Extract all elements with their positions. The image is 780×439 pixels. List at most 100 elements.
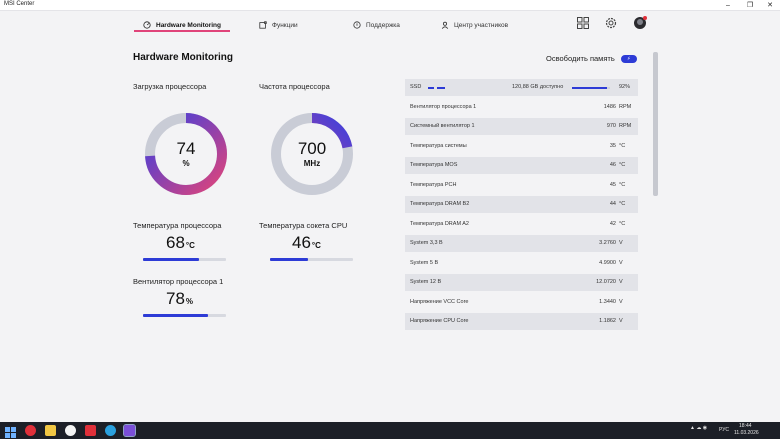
sensor-unit: °C [619, 142, 626, 149]
sensor-unit: V [619, 279, 623, 285]
socket-temp-bar-fill [270, 258, 309, 261]
sensor-value: 35 [609, 142, 616, 149]
table-row: System 12 В 12.0720 V [405, 274, 638, 291]
sensor-value: 42 [609, 220, 616, 227]
gauge-arc [145, 113, 227, 195]
cpu-fan-value: 78 [166, 289, 185, 308]
tab-hardware-monitoring[interactable]: Hardware Monitoring [143, 15, 221, 35]
gauge-icon [143, 21, 151, 29]
ssd-percent: 92% [619, 84, 631, 90]
socket-temp-readout: 46 °C [292, 233, 321, 253]
tab-member-center[interactable]: Центр участников [441, 15, 508, 35]
page-title: Hardware Monitoring [133, 52, 234, 63]
table-row: Температура PCH 45 °C [405, 177, 638, 194]
lightning-icon: ⚡ [620, 54, 637, 63]
cpu-load-value: 74 [176, 139, 196, 158]
sensor-unit: °C [619, 181, 626, 188]
free-memory-label: Освободить память [546, 54, 615, 63]
settings-icon[interactable] [604, 16, 618, 30]
gauge-arc [271, 113, 353, 195]
taskbar: ▲ ☁ ◉ РУС 18:44 11.03.2026 [0, 422, 780, 439]
ssd-usage-fill [572, 87, 607, 89]
tray-icons[interactable]: ▲ ☁ ◉ [690, 425, 708, 431]
sensor-name: Системный вентилятор 1 [410, 123, 475, 129]
sensor-name: Температура MOS [410, 162, 458, 168]
cpu-fan-readout: 78 % [166, 289, 193, 309]
cpu-temp-label: Температура процессора [133, 221, 222, 230]
yandex-icon[interactable] [85, 425, 96, 436]
sensor-unit: °C [619, 201, 626, 207]
cpu-temp-unit: °C [185, 241, 195, 250]
language-indicator[interactable]: РУС [719, 427, 730, 433]
cpu-temp-readout: 68 °C [166, 233, 195, 253]
telegram-icon[interactable] [105, 425, 116, 436]
title-bar: MSI Center – ❐ ✕ [0, 0, 780, 11]
user-icon [441, 21, 449, 29]
free-memory-button[interactable]: Освободить память ⚡ [546, 54, 637, 63]
table-row: System 3,3 В 3.2760 V [405, 235, 638, 252]
tab-support[interactable]: Поддержка [353, 15, 400, 35]
sensor-name: Напряжение CPU Core [410, 318, 469, 324]
sensor-name: System 12 В [410, 279, 442, 285]
sensor-unit: V [619, 298, 623, 305]
cpu-freq-readout: 700 MHz [269, 111, 355, 197]
ssd-indicator [437, 87, 445, 89]
socket-temp-unit: °C [311, 241, 321, 250]
table-row: Температура DRAM A2 42 °C [405, 216, 638, 233]
ssd-usage-bar [572, 87, 610, 89]
socket-temp-label: Температура сокета CPU [259, 221, 348, 230]
cpu-freq-value: 700 [297, 139, 327, 158]
cpu-freq-unit: MHz [303, 159, 321, 168]
cpu-load-label: Загрузка процессора [133, 82, 207, 91]
file-explorer-icon[interactable] [45, 425, 56, 436]
sensor-unit: °C [619, 162, 626, 168]
opera-icon[interactable] [25, 425, 36, 436]
avatar[interactable] [633, 16, 647, 30]
ssd-label: SSD [410, 84, 422, 90]
windows-start-icon[interactable] [5, 425, 16, 438]
cpu-temp-value: 68 [166, 233, 185, 252]
cpu-freq-gauge [271, 113, 353, 195]
sensor-value: 1486 [603, 103, 616, 110]
clock-time[interactable]: 18:44 [739, 423, 752, 429]
sensor-name: Температура DRAM A2 [410, 220, 469, 227]
minimize-button[interactable]: – [726, 2, 730, 9]
close-button[interactable]: ✕ [767, 2, 773, 9]
table-row: Температура DRAM B2 44 °C [405, 196, 638, 213]
cpu-load-unit: % [182, 159, 190, 168]
top-nav: Hardware Monitoring Функции Поддержка Це… [0, 11, 780, 35]
tab-label: Центр участников [454, 21, 509, 29]
sensor-name: Вентилятор процессора 1 [410, 103, 477, 110]
scrollbar[interactable] [653, 52, 658, 196]
table-row: Вентилятор процессора 1 1486 RPM [405, 99, 638, 116]
table-row: System 5 В 4.9900 V [405, 255, 638, 272]
grid-icon[interactable] [576, 16, 590, 30]
cpu-temp-bar [143, 258, 226, 261]
sensor-name: Температура DRAM B2 [410, 201, 470, 207]
table-row: Температура MOS 46 °C [405, 157, 638, 174]
sensor-unit: V [619, 259, 623, 266]
table-row: Напряжение CPU Core 1.1862 V [405, 313, 638, 330]
sensor-unit: V [619, 318, 623, 324]
cpu-temp-bar-fill [143, 258, 200, 261]
sensor-value: 45 [609, 181, 616, 188]
tab-functions[interactable]: Функции [259, 15, 298, 35]
ssd-free: 120,88 GB доступно [512, 84, 564, 90]
sensor-value: 46 [609, 162, 616, 168]
sensor-unit: RPM [619, 103, 632, 110]
active-tab-indicator [134, 30, 230, 32]
sensor-name: Температура PCH [410, 181, 457, 188]
clock-date[interactable]: 11.03.2026 [734, 430, 759, 436]
maximize-button[interactable]: ❐ [746, 2, 754, 9]
sensor-value: 3.2760 [599, 240, 616, 246]
cpu-load-gauge [145, 113, 227, 195]
sensor-unit: °C [619, 220, 626, 227]
cpu-fan-bar [143, 314, 226, 317]
table-row-ssd: SSD 120,88 GB доступно 92% [405, 79, 638, 96]
ssd-indicator [428, 87, 434, 89]
sensor-name: System 3,3 В [410, 240, 443, 246]
table-row: Напряжение VCC Core 1.3440 V [405, 294, 638, 311]
cpu-freq-label: Частота процессора [259, 82, 330, 91]
msi-center-taskbar-icon[interactable] [123, 424, 136, 437]
yandex-browser-icon[interactable] [65, 425, 76, 436]
